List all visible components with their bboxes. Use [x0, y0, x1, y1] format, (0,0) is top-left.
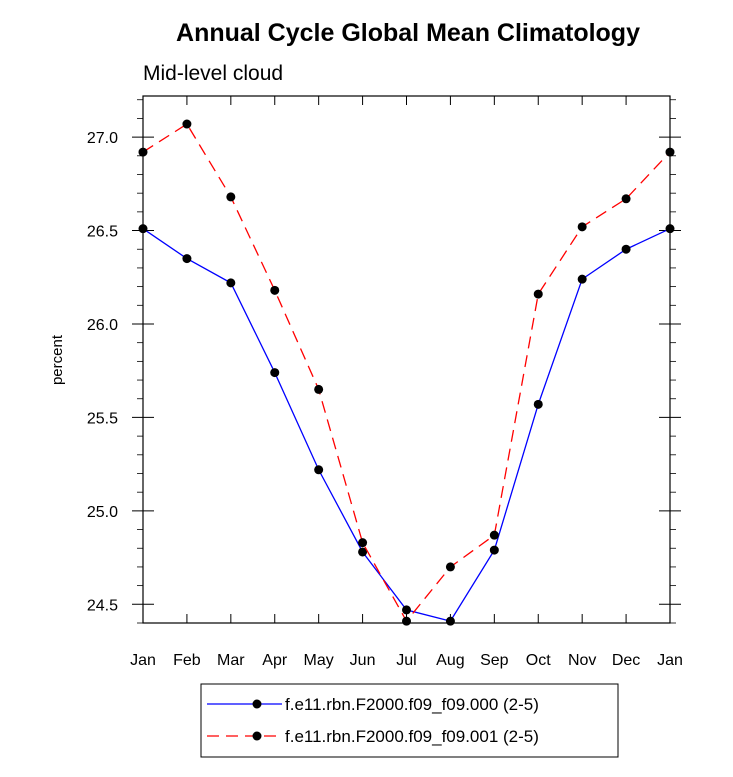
series-2-point — [182, 119, 192, 129]
series-2-point — [138, 147, 148, 157]
y-tick-label: 27.0 — [87, 130, 118, 147]
series-1-point — [577, 274, 587, 284]
x-tick-label: Jan — [130, 652, 156, 669]
series-2-point — [402, 616, 411, 626]
x-tick-label: Jan — [657, 652, 683, 669]
series-2-point — [314, 384, 324, 394]
series-1-point — [226, 278, 236, 288]
series-2-point — [665, 147, 675, 157]
series-1-point — [445, 616, 455, 626]
series-2-point — [445, 562, 455, 572]
series-1-point — [182, 254, 192, 264]
series-2-point — [533, 289, 543, 299]
y-axis-label: percent — [49, 334, 66, 385]
series-2-point — [270, 285, 280, 295]
legend-marker-1 — [252, 699, 262, 709]
series-1-point — [270, 368, 280, 378]
chart-title: Annual Cycle Global Mean Climatology — [176, 19, 640, 47]
series-line-2 — [142, 123, 671, 623]
x-tick-label: Apr — [262, 652, 288, 669]
x-tick-label: Nov — [568, 652, 596, 669]
series-1-point — [138, 224, 148, 234]
legend-marker-2 — [252, 731, 262, 741]
y-tick-label: 26.5 — [87, 224, 118, 241]
chart-subtitle: Mid-level cloud — [143, 62, 283, 85]
series-1-point — [489, 545, 499, 555]
series-2-point — [226, 192, 236, 202]
y-tick-label: 26.0 — [87, 317, 118, 334]
y-tick-label: 25.5 — [87, 410, 118, 427]
series-line-1 — [142, 228, 671, 622]
series-1-point — [358, 547, 368, 557]
y-tick-label: 25.0 — [87, 504, 118, 521]
series-1-point — [621, 244, 631, 254]
series-2-point — [489, 530, 499, 540]
x-tick-label: Jul — [396, 652, 416, 669]
series-2-point — [577, 222, 587, 232]
legend-box — [200, 683, 619, 758]
x-tick-label: Sep — [480, 652, 509, 669]
x-tick-label: May — [304, 652, 334, 669]
axes: Jan Feb Mar Apr May Jun Jul Aug Sep Oct Nov Dec Jan 2… — [87, 95, 683, 669]
x-tick-label: Dec — [612, 652, 640, 669]
series-1-point — [314, 465, 324, 475]
series-2-point — [621, 194, 631, 204]
legend-label-1: f.e11.rbn.F2000.f09_f09.000 (2-5) — [285, 695, 539, 714]
series-1-point — [533, 399, 543, 409]
legend: f.e11.rbn.F2000.f09_f09.000 (2-5) f.e11.r… — [200, 683, 619, 758]
plot-frame — [142, 95, 671, 624]
x-tick-label: Aug — [436, 652, 464, 669]
series-2-point — [358, 538, 368, 548]
x-tick-label: Jun — [350, 652, 376, 669]
series-layer — [138, 119, 675, 626]
x-tick-label: Feb — [173, 652, 201, 669]
legend-label-2: f.e11.rbn.F2000.f09_f09.001 (2-5) — [285, 727, 539, 746]
x-tick-label: Mar — [217, 652, 245, 669]
x-tick-label: Oct — [526, 652, 551, 669]
y-tick-label: 24.5 — [87, 597, 118, 614]
series-1-point — [665, 224, 675, 234]
series-1-point — [402, 605, 411, 615]
